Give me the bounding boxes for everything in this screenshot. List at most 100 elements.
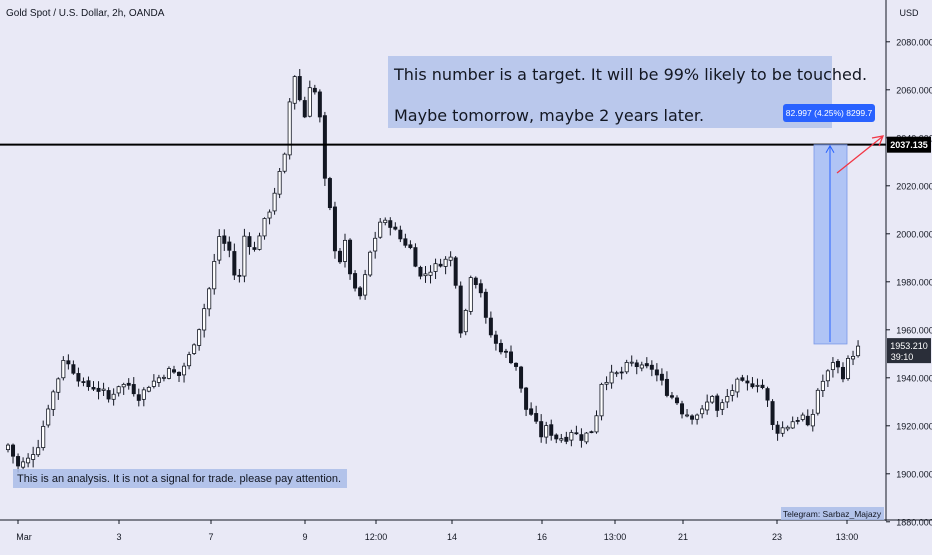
candle-body [242, 235, 247, 277]
candle-body [343, 239, 348, 262]
annotation-box[interactable] [388, 56, 832, 128]
candle-body [41, 425, 46, 448]
candle-body [146, 386, 151, 392]
candle-body [780, 427, 785, 434]
candle-body [51, 391, 56, 410]
candle-body [282, 153, 287, 172]
candle-body [453, 257, 458, 286]
candle-body [554, 434, 559, 440]
candle-body [262, 218, 267, 237]
candle-body [46, 408, 51, 426]
candle-body [26, 457, 31, 464]
candle-body [498, 342, 503, 353]
candle-body [609, 371, 614, 384]
candle-body [594, 415, 599, 433]
candle-body [468, 277, 473, 312]
candle-body [71, 364, 76, 374]
candle-body [358, 287, 363, 297]
candle-body [373, 237, 378, 252]
candle-body [202, 308, 207, 331]
candle-body [634, 362, 639, 368]
price-axis[interactable] [886, 0, 932, 550]
candle-body [136, 394, 141, 401]
candle-body [569, 432, 574, 441]
candle-body [217, 236, 222, 261]
candle-body [624, 362, 629, 373]
candle-body [247, 236, 252, 248]
measure-label: 82.997 (4.25%) 8299.7 [786, 108, 873, 118]
y-tick-label: 1960.000 [896, 325, 932, 335]
candle-body [614, 372, 619, 375]
candle-body [267, 211, 272, 219]
candle-body [337, 250, 342, 263]
candle-body [674, 397, 679, 404]
last-price-badge [887, 338, 931, 364]
candle-body [524, 387, 529, 410]
candle-body [86, 380, 91, 388]
candle-body [549, 424, 554, 436]
candle-body [685, 414, 690, 417]
candle-body [695, 414, 700, 420]
chart-title: Gold Spot / U.S. Dollar, 2h, OANDA [6, 8, 165, 19]
candle-body [700, 408, 705, 415]
x-tick-label: 14 [447, 532, 457, 542]
candle-body [227, 241, 232, 251]
y-tick-label: 1880.000 [896, 517, 932, 527]
y-tick-label: 2000.000 [896, 229, 932, 239]
candle-body [192, 344, 197, 354]
candle-body [116, 386, 121, 394]
candle-body [750, 383, 755, 388]
measure-label-bg [783, 104, 875, 122]
candle-body [297, 76, 302, 101]
candle-body [584, 432, 589, 443]
candle-body [237, 274, 242, 277]
candle-body [710, 396, 715, 403]
candle-body [141, 389, 146, 400]
candle-body [458, 285, 463, 334]
candle-body [131, 384, 136, 395]
last-price-value: 1953.210 [890, 341, 928, 351]
candle-body [443, 258, 448, 267]
x-tick-label: 12:00 [365, 532, 388, 542]
candle-body [760, 384, 765, 389]
candle-body [257, 235, 262, 250]
candle-body [151, 380, 156, 387]
candle-body [654, 369, 659, 376]
candle-body [473, 277, 478, 285]
annotation-line-2: Maybe tomorrow, maybe 2 years later. [394, 106, 704, 125]
target-price-badge [887, 136, 931, 153]
disclaimer-text: This is an analysis. It is not a signal … [17, 473, 341, 485]
disclaimer-box[interactable] [13, 469, 347, 488]
candle-body [825, 370, 830, 382]
candle-body [307, 87, 312, 117]
candle-body [66, 360, 71, 365]
target-arrow-head [871, 135, 885, 147]
x-tick-label: Mar [16, 532, 32, 542]
candle-body [725, 396, 730, 403]
target-arrow-line [836, 136, 883, 174]
candle-body [463, 309, 468, 333]
candle-body [393, 226, 398, 230]
x-tick-label: 9 [302, 532, 307, 542]
candle-body [56, 378, 61, 393]
candle-body [448, 256, 453, 261]
candle-body [659, 373, 664, 381]
watermark-box [781, 507, 884, 520]
candle-body [403, 238, 408, 246]
candle-body [810, 413, 815, 427]
candle-body [383, 219, 388, 224]
candle-body [21, 461, 26, 468]
candle-body [488, 317, 493, 336]
candle-body [644, 363, 649, 367]
candle-body [820, 380, 825, 391]
candle-body [413, 247, 418, 267]
time-axis[interactable] [0, 521, 932, 550]
candle-body [438, 263, 443, 267]
candle-body [287, 101, 292, 156]
y-tick-label: 2020.000 [896, 181, 932, 191]
candle-body [503, 350, 508, 353]
candle-body [363, 274, 368, 296]
watermark-text: Telegram: Sarbaz_Majazy [783, 509, 882, 519]
candle-body [669, 395, 674, 398]
